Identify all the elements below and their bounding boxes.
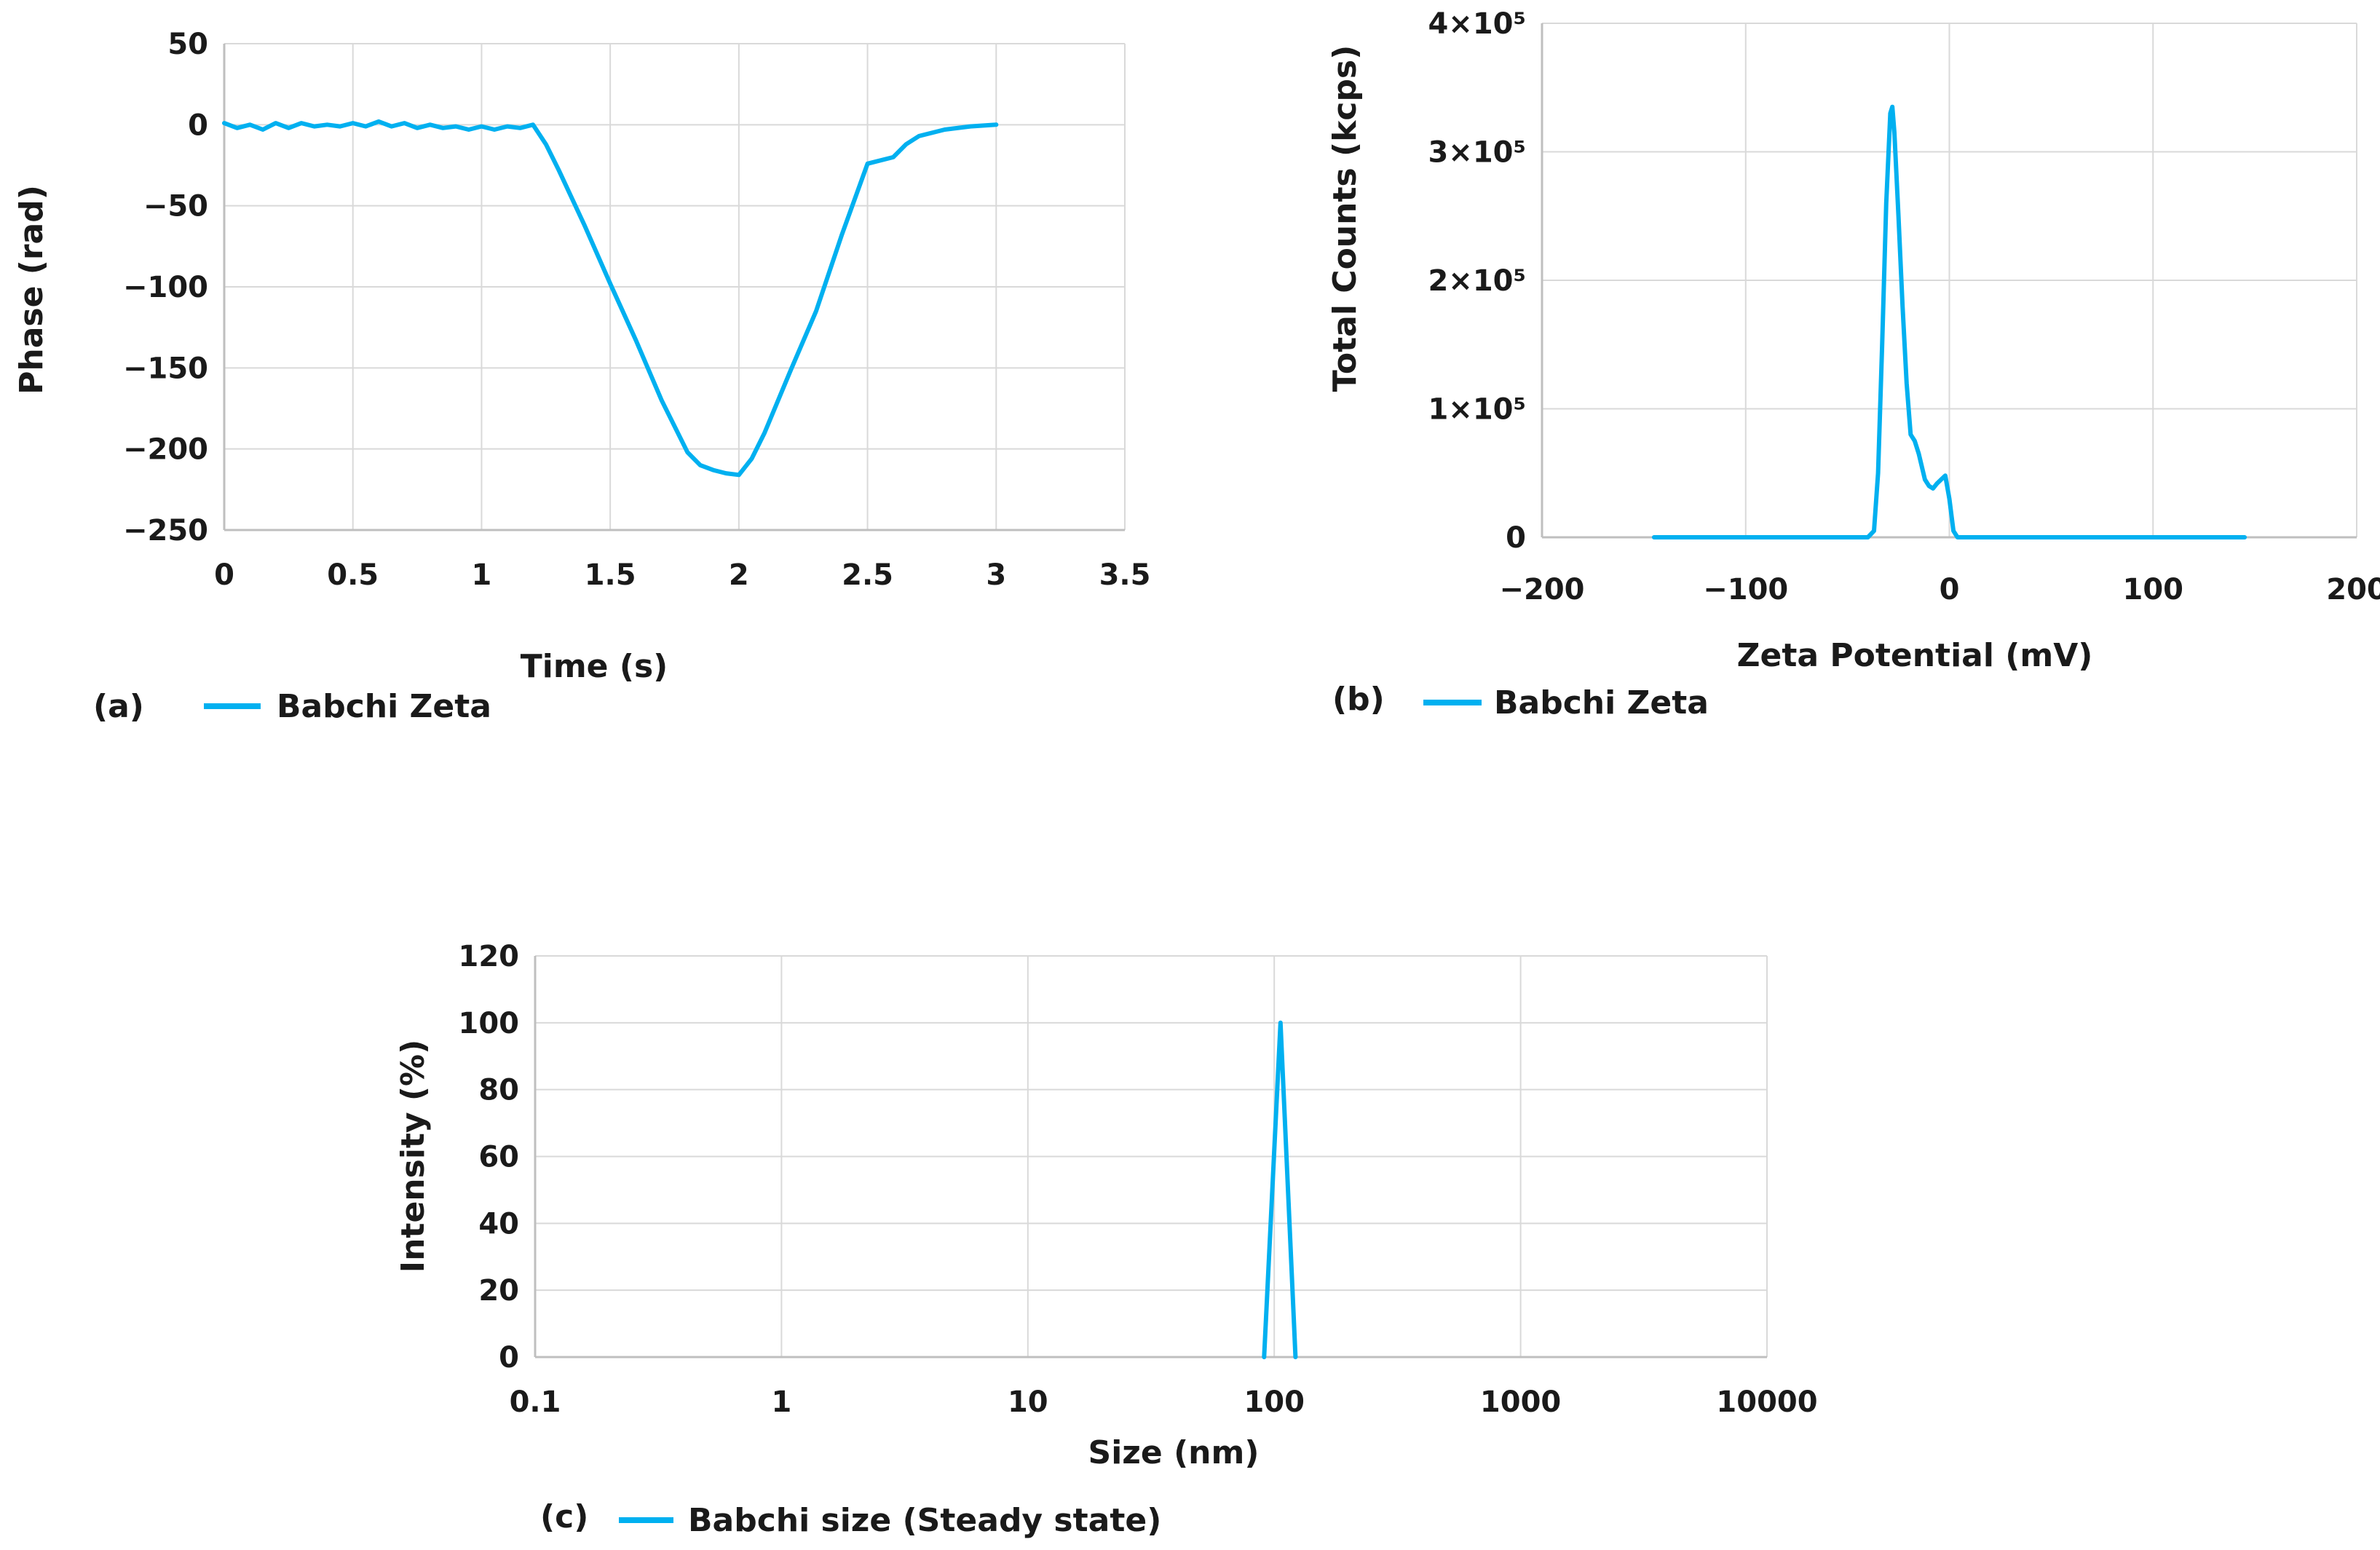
chart-c-xtick-label: 0.1 (510, 1385, 561, 1419)
chart-c-ytick-label: 120 (459, 940, 520, 973)
chart-b-ylabel: Total Counts (kcps) (1327, 45, 1364, 392)
chart-b-xtick-label: −200 (1499, 573, 1584, 606)
chart-a-xtick-label: 3.5 (1099, 558, 1151, 592)
chart-a-ytick-label: −250 (123, 514, 208, 547)
chart-b-ytick-label: 4×10⁵ (1428, 7, 1526, 41)
chart-c-axes (534, 956, 1767, 1359)
chart-c-xlabel: Size (nm) (1088, 1434, 1260, 1471)
chart-c: 0 20 40 60 80 100 120 0.1 1 10 100 1000 10000 Size (… (395, 940, 1818, 1539)
chart-a-xtick-label: 1 (472, 558, 492, 592)
chart-c-panel-label: (c) (540, 1498, 588, 1535)
chart-b-xtick-label: −100 (1703, 573, 1788, 606)
chart-a-xlabel: Time (s) (521, 648, 668, 685)
chart-a-legend-label: Babchi Zeta (277, 688, 491, 725)
chart-a-ylabel: Phase (rad) (13, 185, 50, 395)
chart-b-ytick-label: 0 (1506, 521, 1526, 555)
chart-a-legend: Babchi Zeta (204, 688, 491, 725)
chart-c-xtick-label: 10 (1008, 1385, 1048, 1419)
chart-c-ytick-label: 60 (478, 1141, 519, 1174)
chart-a-xtick-label: 2 (729, 558, 749, 592)
chart-c-legend: Babchi size (Steady state) (619, 1502, 1161, 1539)
chart-c-series (1262, 1020, 1298, 1359)
chart-c-xtick-label: 10000 (1716, 1385, 1817, 1419)
chart-c-ylabel: Intensity (%) (395, 1040, 432, 1273)
chart-b-ytick-label: 3×10⁵ (1428, 136, 1526, 170)
chart-a-ytick-label: −200 (123, 433, 208, 467)
chart-a-series (222, 119, 999, 478)
chart-a-xtick-label: 3 (986, 558, 1006, 592)
chart-c-grid (534, 955, 1768, 1358)
chart-a-ytick-label: −150 (123, 352, 208, 385)
chart-c-ytick-label: 0 (499, 1341, 519, 1375)
chart-c-legend-label: Babchi size (Steady state) (688, 1502, 1161, 1539)
chart-b-ticks: 0 1×10⁵ 2×10⁵ 3×10⁵ 4×10⁵ −200 −100 0 100 200 (1428, 7, 2380, 606)
chart-b-series-line (1651, 104, 2247, 539)
chart-b-xlabel: Zeta Potential (mV) (1737, 637, 2093, 674)
chart-c-ytick-label: 20 (478, 1274, 519, 1308)
chart-a-xtick-label: 2.5 (842, 558, 893, 592)
chart-a-ytick-label: −100 (123, 271, 208, 304)
chart-a-grid (224, 43, 1126, 531)
chart-a-xtick-label: 0.5 (327, 558, 379, 592)
chart-a-panel-label: (a) (93, 688, 144, 725)
chart-b-xtick-label: 0 (1940, 573, 1960, 606)
chart-a-xtick-label: 0 (214, 558, 234, 592)
chart-c-ytick-label: 80 (478, 1074, 519, 1107)
chart-b-xtick-label: 100 (2123, 573, 2184, 606)
chart-b-panel-label: (b) (1332, 681, 1385, 718)
chart-c-xtick-label: 1 (771, 1385, 791, 1419)
chart-b-legend-label: Babchi Zeta (1494, 684, 1709, 721)
chart-a-ytick-label: −50 (143, 190, 208, 224)
chart-c-xtick-label: 1000 (1480, 1385, 1561, 1419)
chart-a-ytick-label: 50 (167, 28, 208, 61)
chart-b-series (1651, 104, 2247, 539)
chart-a-series-line (222, 119, 999, 478)
chart-b: 0 1×10⁵ 2×10⁵ 3×10⁵ 4×10⁵ −200 −100 0 100 200 Zet… (1327, 7, 2380, 721)
chart-c-ticks: 0 20 40 60 80 100 120 0.1 1 10 100 1000 10000 (459, 940, 1818, 1419)
chart-a-xtick-label: 1.5 (585, 558, 636, 592)
chart-c-series-line (1262, 1020, 1298, 1359)
chart-b-grid (1541, 23, 2357, 538)
chart-c-ytick-label: 100 (459, 1007, 520, 1040)
chart-b-ytick-label: 2×10⁵ (1428, 264, 1526, 298)
chart-b-legend: Babchi Zeta (1423, 684, 1709, 721)
chart-b-ytick-label: 1×10⁵ (1428, 393, 1526, 427)
chart-a-ytick-label: 0 (188, 108, 208, 142)
chart-c-xtick-label: 100 (1244, 1385, 1305, 1419)
chart-c-ytick-label: 40 (478, 1207, 519, 1241)
chart-b-xtick-label: 200 (2326, 573, 2380, 606)
